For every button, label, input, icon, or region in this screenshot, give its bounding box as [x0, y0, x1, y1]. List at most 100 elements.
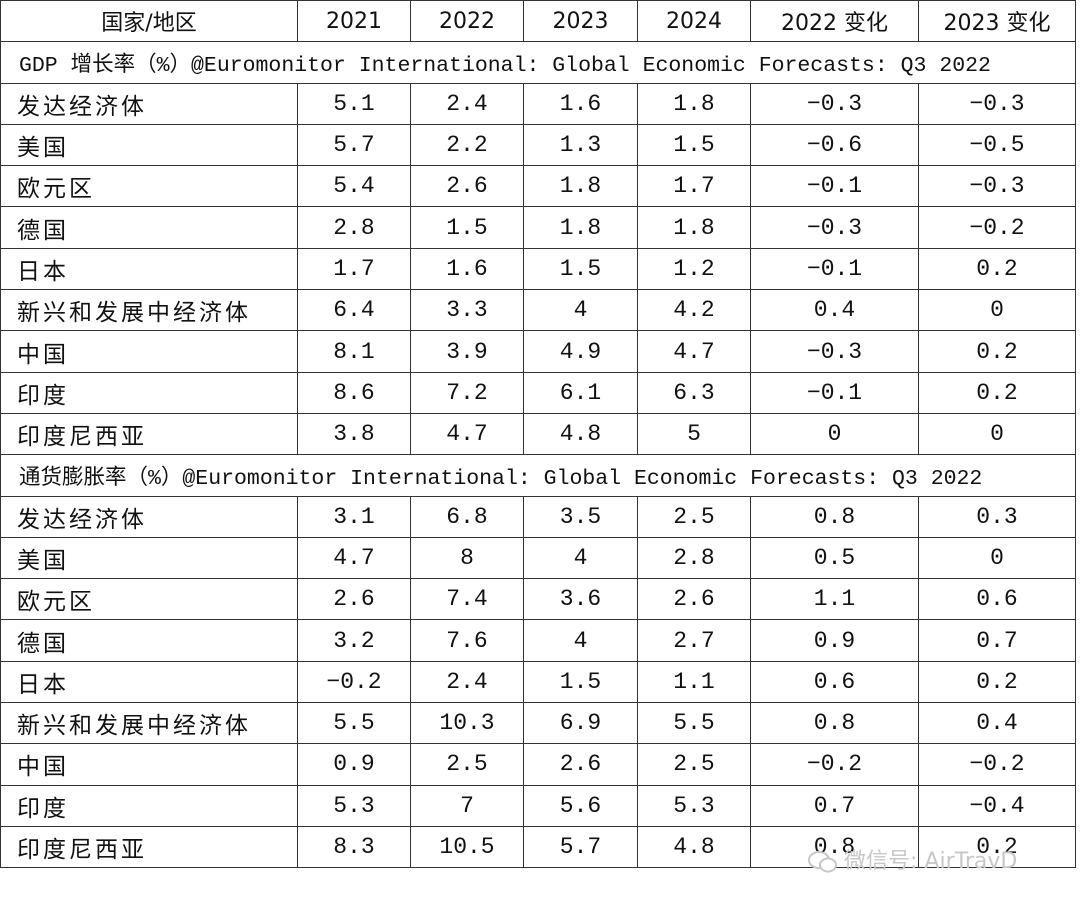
value-cell: 2.2 — [410, 123, 524, 167]
value-cell: 3.1 — [297, 495, 411, 538]
value-cell: 0 — [750, 412, 919, 456]
value-cell: 1.1 — [637, 660, 751, 704]
value-cell: −0.1 — [750, 371, 919, 414]
header-row: 国家/地区 2021 2022 2023 2024 2022 变化 2023 变化 — [0, 0, 1076, 43]
value-cell: 8.3 — [297, 825, 411, 869]
value-cell: 8.6 — [297, 371, 411, 414]
value-cell: 5.3 — [297, 784, 411, 827]
value-cell: 1.8 — [637, 82, 751, 125]
value-cell: 10.3 — [410, 702, 524, 745]
section-row: GDP 增长率（%）@Euromonitor International: Gl… — [0, 41, 1076, 84]
value-cell: 2.4 — [410, 660, 524, 704]
value-cell: 1.6 — [523, 82, 638, 125]
data-row: 日本 1.7 1.6 1.5 1.2 −0.1 0.2 — [0, 247, 1076, 291]
value-cell: 0 — [918, 412, 1076, 456]
value-cell: 2.5 — [410, 743, 524, 786]
header-cell: 2022 变化 — [750, 0, 919, 43]
value-cell: 1.5 — [523, 247, 638, 291]
value-cell: 0.8 — [750, 495, 919, 538]
value-cell: 0.7 — [918, 619, 1076, 662]
value-cell: 0.8 — [750, 702, 919, 745]
value-cell: 0.2 — [918, 330, 1076, 373]
region-name: 新兴和发展中经济体 — [0, 702, 298, 745]
value-cell: 5.6 — [523, 784, 638, 827]
region-name: 发达经济体 — [0, 495, 298, 538]
data-row: 中国 8.1 3.9 4.9 4.7 −0.3 0.2 — [0, 330, 1076, 373]
value-cell: 1.5 — [637, 123, 751, 167]
value-cell: 2.6 — [523, 743, 638, 786]
value-cell: −0.3 — [750, 206, 919, 249]
value-cell: 4 — [523, 619, 638, 662]
value-cell: 2.5 — [637, 495, 751, 538]
value-cell: 2.7 — [637, 619, 751, 662]
value-cell: −0.2 — [750, 743, 919, 786]
region-name: 印度尼西亚 — [0, 412, 298, 456]
data-row: 德国 3.2 7.6 4 2.7 0.9 0.7 — [0, 619, 1076, 662]
value-cell: 3.2 — [297, 619, 411, 662]
value-cell: 4.7 — [410, 412, 524, 456]
value-cell: 0.7 — [750, 784, 919, 827]
data-row: 印度尼西亚 3.8 4.7 4.8 5 0 0 — [0, 412, 1076, 456]
region-name: 印度 — [0, 371, 298, 414]
value-cell: 3.9 — [410, 330, 524, 373]
watermark: 微信号: AirTravD — [808, 843, 1017, 875]
data-row: 日本 −0.2 2.4 1.5 1.1 0.6 0.2 — [0, 660, 1076, 704]
value-cell: −0.4 — [918, 784, 1076, 827]
value-cell: −0.3 — [750, 330, 919, 373]
region-name: 印度尼西亚 — [0, 825, 298, 869]
value-cell: 1.6 — [410, 247, 524, 291]
header-cell: 2024 — [637, 0, 751, 43]
value-cell: 3.5 — [523, 495, 638, 538]
value-cell: −0.2 — [918, 743, 1076, 786]
value-cell: 8.1 — [297, 330, 411, 373]
value-cell: 1.7 — [297, 247, 411, 291]
region-name: 发达经济体 — [0, 82, 298, 125]
value-cell: 5.4 — [297, 165, 411, 208]
value-cell: 1.8 — [523, 165, 638, 208]
data-row: 印度尼西亚 8.3 10.5 5.7 4.8 0.8 0.2 — [0, 825, 1076, 869]
value-cell: 7 — [410, 784, 524, 827]
value-cell: 5 — [637, 412, 751, 456]
region-name: 中国 — [0, 743, 298, 786]
value-cell: 10.5 — [410, 825, 524, 869]
data-row: 欧元区 5.4 2.6 1.8 1.7 −0.1 −0.3 — [0, 165, 1076, 208]
value-cell: 0.2 — [918, 247, 1076, 291]
section-title: 通货膨胀率（%）@Euromonitor International: Glob… — [0, 454, 1076, 497]
region-name: 中国 — [0, 330, 298, 373]
value-cell: 4.8 — [637, 825, 751, 869]
value-cell: 8 — [410, 536, 524, 580]
data-row: 发达经济体 5.1 2.4 1.6 1.8 −0.3 −0.3 — [0, 82, 1076, 125]
data-row: 印度 8.6 7.2 6.1 6.3 −0.1 0.2 — [0, 371, 1076, 414]
value-cell: 1.1 — [750, 578, 919, 621]
value-cell: 0 — [918, 289, 1076, 332]
value-cell: 1.5 — [523, 660, 638, 704]
watermark-text: 微信号: AirTravD — [844, 849, 1018, 874]
value-cell: −0.3 — [750, 82, 919, 125]
value-cell: 2.8 — [297, 206, 411, 249]
region-name: 德国 — [0, 206, 298, 249]
region-name: 德国 — [0, 619, 298, 662]
value-cell: 2.6 — [410, 165, 524, 208]
value-cell: 4.8 — [523, 412, 638, 456]
header-cell: 2023 变化 — [918, 0, 1076, 43]
data-row: 美国 5.7 2.2 1.3 1.5 −0.6 −0.5 — [0, 123, 1076, 167]
value-cell: 0.2 — [918, 825, 1076, 869]
value-cell: 6.1 — [523, 371, 638, 414]
value-cell: 0.4 — [918, 702, 1076, 745]
data-table: 国家/地区 2021 2022 2023 2024 2022 变化 2023 变化 GDP 增… — [0, 0, 1076, 869]
value-cell: 2.5 — [637, 743, 751, 786]
region-name: 新兴和发展中经济体 — [0, 289, 298, 332]
value-cell: 4.2 — [637, 289, 751, 332]
value-cell: 4 — [523, 289, 638, 332]
region-name: 美国 — [0, 536, 298, 580]
value-cell: 4.9 — [523, 330, 638, 373]
value-cell: 4.7 — [637, 330, 751, 373]
value-cell: 1.5 — [410, 206, 524, 249]
data-row: 印度 5.3 7 5.6 5.3 0.7 −0.4 — [0, 784, 1076, 827]
data-row: 欧元区 2.6 7.4 3.6 2.6 1.1 0.6 — [0, 578, 1076, 621]
value-cell: 0.4 — [750, 289, 919, 332]
value-cell: −0.6 — [750, 123, 919, 167]
value-cell: 1.7 — [637, 165, 751, 208]
value-cell: −0.2 — [918, 206, 1076, 249]
